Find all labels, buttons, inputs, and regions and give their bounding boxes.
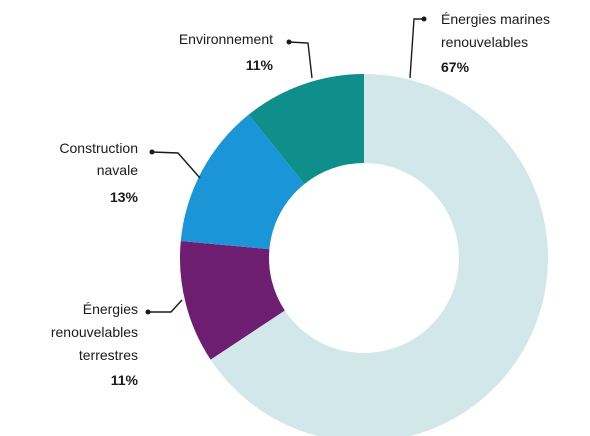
slice-environnement — [248, 74, 364, 184]
slice-marines — [210, 74, 548, 436]
leader-dot-marines — [421, 16, 427, 22]
slice-terrestres — [180, 241, 285, 360]
label-environnement: Environnement 11% — [179, 31, 274, 73]
leader-line-marines — [409, 18, 424, 79]
leader-line-environnement — [288, 41, 313, 79]
leader-lines — [145, 16, 427, 315]
leader-dot-terrestres — [145, 309, 151, 315]
label-navale-line2: navale — [97, 162, 138, 178]
leader-dot-environnement — [286, 39, 292, 45]
leader-line-terrestres — [148, 299, 183, 313]
label-terrestres-line2: renouvelables — [51, 324, 138, 340]
label-navale: Construction navale 13% — [59, 140, 138, 205]
label-navale-line1: Construction — [59, 140, 138, 156]
label-terrestres-line3: terrestres — [79, 347, 138, 363]
label-marines-line1: Énergies marines — [441, 11, 550, 27]
label-marines-percent: 67% — [441, 59, 470, 75]
label-marines-line2: renouvelables — [441, 34, 528, 50]
slice-navale — [180, 114, 305, 250]
label-terrestres: Énergies renouvelables terrestres 11% — [51, 301, 139, 388]
label-environnement-percent: 11% — [246, 57, 274, 73]
label-terrestres-line1: Énergies — [83, 301, 138, 317]
label-environnement-line1: Environnement — [179, 31, 273, 47]
leader-line-navale — [151, 151, 201, 179]
donut-slices — [180, 74, 548, 436]
label-terrestres-percent: 11% — [111, 372, 139, 388]
leader-dot-navale — [149, 149, 155, 155]
label-navale-percent: 13% — [110, 189, 139, 205]
label-marines: Énergies marines renouvelables 67% — [441, 11, 550, 75]
